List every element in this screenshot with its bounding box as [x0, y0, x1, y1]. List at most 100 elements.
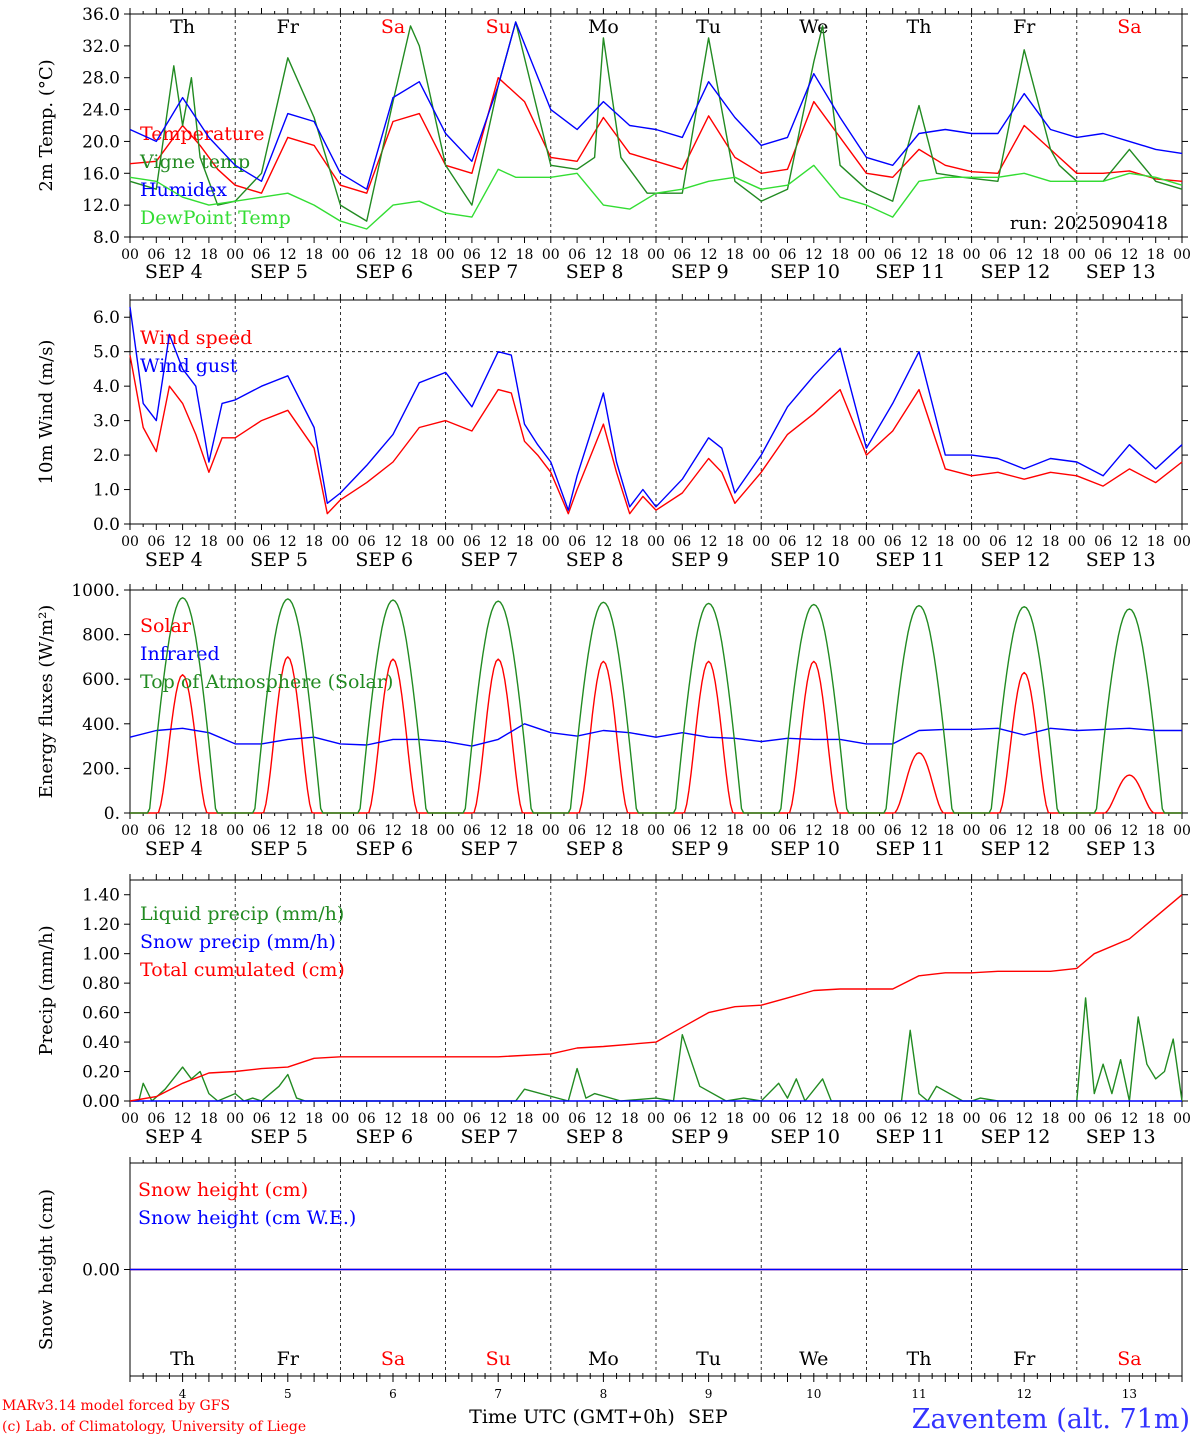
hour-tick-label: 12: [700, 247, 718, 263]
x-axis-label: Time UTC (GMT+0h): [469, 1406, 675, 1428]
hour-tick-label: 18: [621, 1111, 639, 1127]
hour-tick-label: 18: [200, 247, 218, 263]
hour-tick-label: 06: [463, 534, 481, 550]
date-label: SEP 10: [770, 838, 840, 860]
hour-tick-label: 00: [226, 247, 244, 263]
weekday-label: Mo: [588, 1348, 619, 1370]
hour-tick-label: 00: [857, 1111, 875, 1127]
y-axis-label: Precip (mm/h): [36, 925, 57, 1055]
hour-tick-label: 06: [568, 247, 586, 263]
date-label: SEP 5: [250, 1126, 308, 1148]
hour-tick-label: 00: [1068, 247, 1086, 263]
y-tick-label: 0.00: [82, 1092, 120, 1112]
hour-tick-label: 06: [358, 823, 376, 839]
y-tick-label: 12.0: [82, 196, 120, 216]
legend-entry: DewPoint Temp: [140, 207, 291, 229]
date-label: SEP 11: [875, 838, 945, 860]
station-label: Zaventem (alt. 71m): [912, 1404, 1190, 1435]
hour-tick-label: 06: [147, 1111, 165, 1127]
hour-tick-label: 12: [279, 823, 297, 839]
hour-tick-label: 12: [489, 1111, 507, 1127]
hour-tick-label: 18: [516, 1111, 534, 1127]
date-label: SEP 12: [980, 549, 1050, 571]
date-label: SEP 6: [355, 549, 413, 571]
hour-tick-label: 18: [1042, 534, 1060, 550]
hour-tick-label: 06: [673, 534, 691, 550]
y-tick-label: 1.40: [82, 886, 120, 906]
hour-tick-label: 12: [700, 1111, 718, 1127]
hour-tick-label: 00: [331, 1111, 349, 1127]
hour-tick-label: 00: [1068, 823, 1086, 839]
hour-tick-label: 18: [936, 534, 954, 550]
hour-tick-label: 18: [410, 534, 428, 550]
hour-tick-label: 18: [621, 823, 639, 839]
hour-tick-label: 18: [936, 823, 954, 839]
y-tick-label: 24.0: [82, 101, 120, 121]
hour-tick-label: 06: [147, 247, 165, 263]
y-tick-label: 0.0: [93, 515, 120, 535]
hour-tick-label: 18: [831, 534, 849, 550]
hour-tick-label: 06: [884, 1111, 902, 1127]
y-tick-label: 0.60: [82, 1004, 120, 1024]
y-axis-label: 2m Temp. (°C): [36, 59, 57, 191]
weekday-label: Tu: [696, 1348, 721, 1370]
hour-tick-label: 12: [805, 1111, 823, 1127]
y-tick-label: 28.0: [82, 69, 120, 89]
hour-tick-label: 06: [463, 1111, 481, 1127]
hour-tick-label: 18: [305, 823, 323, 839]
legend-entry: Snow height (cm): [138, 1179, 308, 1201]
hour-tick-label: 12: [384, 1111, 402, 1127]
hour-tick-label: 18: [200, 534, 218, 550]
hour-tick-label: 06: [463, 823, 481, 839]
hour-tick-label: 06: [568, 1111, 586, 1127]
date-label: SEP 9: [671, 549, 729, 571]
hour-tick-label: 00: [542, 823, 560, 839]
date-label: SEP 5: [250, 549, 308, 571]
weekday-label: Tu: [696, 16, 721, 38]
y-tick-label: 0.20: [82, 1063, 120, 1083]
y-tick-label: 400.: [82, 715, 120, 735]
hour-tick-label: 12: [1120, 247, 1138, 263]
hour-tick-label: 00: [331, 247, 349, 263]
hour-tick-label: 06: [1094, 823, 1112, 839]
plot-frame-2: [129, 589, 1183, 814]
date-label: SEP 13: [1086, 549, 1156, 571]
y-tick-label: 1.00: [82, 945, 120, 965]
weekday-label: Fr: [1013, 1348, 1036, 1370]
hour-tick-label: 00: [121, 247, 139, 263]
hour-tick-label: 00: [647, 534, 665, 550]
hour-tick-label: 00: [1173, 1111, 1191, 1127]
hour-tick-label: 12: [174, 823, 192, 839]
date-label: SEP 4: [145, 1126, 203, 1148]
hour-tick-label: 12: [910, 1111, 928, 1127]
weekday-label: Su: [486, 16, 511, 38]
plot-frame-1: [129, 299, 1183, 525]
hour-tick-label: 00: [437, 247, 455, 263]
date-label: SEP 11: [875, 549, 945, 571]
hour-tick-label: 12: [279, 1111, 297, 1127]
hour-tick-label: 00: [857, 247, 875, 263]
date-label: SEP 7: [461, 838, 519, 860]
date-label: SEP 7: [461, 261, 519, 283]
series-line-humidex: [129, 21, 1183, 190]
hour-tick-label: 06: [358, 534, 376, 550]
hour-tick-label: 06: [989, 534, 1007, 550]
hour-tick-label: 18: [305, 247, 323, 263]
legend-entry: Snow height (cm W.E.): [138, 1207, 356, 1229]
series-line-temperature: [129, 77, 1183, 194]
date-label: SEP 8: [566, 261, 624, 283]
hour-tick-label: 12: [594, 534, 612, 550]
hour-tick-label: 06: [989, 1111, 1007, 1127]
weekday-label: Fr: [277, 1348, 300, 1370]
hour-tick-label: 18: [936, 1111, 954, 1127]
y-tick-label: 1.0: [93, 481, 120, 501]
hour-tick-label: 06: [673, 823, 691, 839]
hour-tick-label: 00: [542, 247, 560, 263]
legend-entry: Top of Atmosphere (Solar): [140, 671, 393, 693]
date-label: SEP 9: [671, 1126, 729, 1148]
run-annotation: run: 2025090418: [1010, 213, 1168, 234]
date-label: SEP 9: [671, 261, 729, 283]
series-line-dewpoint-temp: [129, 164, 1183, 230]
hour-tick-label: 18: [305, 1111, 323, 1127]
legend-entry: Temperature: [140, 123, 264, 145]
